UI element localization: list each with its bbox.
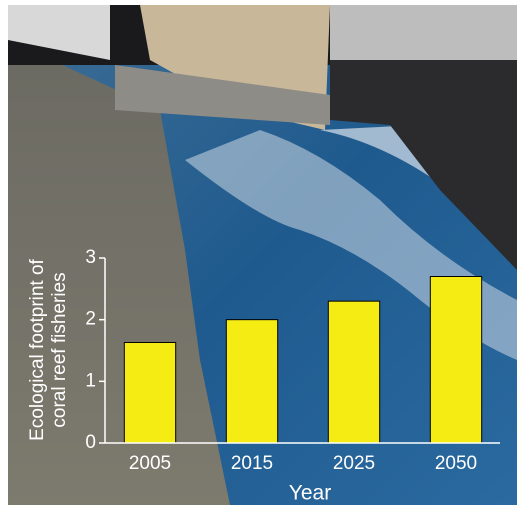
y-tick-label: 2 xyxy=(85,309,96,330)
x-axis-label: Year xyxy=(289,482,331,505)
bar xyxy=(327,300,381,444)
y-tick-label: 3 xyxy=(85,247,96,268)
y-axis-label: Ecological footprint of coral reef fisher… xyxy=(27,258,70,440)
bar xyxy=(225,319,279,444)
y-tick-label: 0 xyxy=(85,432,96,453)
bar xyxy=(123,341,177,444)
y-axis-label-line: coral reef fisheries xyxy=(49,272,70,427)
x-tick-label: 2025 xyxy=(333,453,375,474)
y-axis-label-line: Ecological footprint of xyxy=(27,258,48,440)
bar xyxy=(429,276,483,444)
x-tick-label: 2050 xyxy=(435,453,477,474)
x-tick-label: 2005 xyxy=(129,453,171,474)
x-tick-label: 2015 xyxy=(231,453,273,474)
y-tick-label: 1 xyxy=(85,370,96,391)
